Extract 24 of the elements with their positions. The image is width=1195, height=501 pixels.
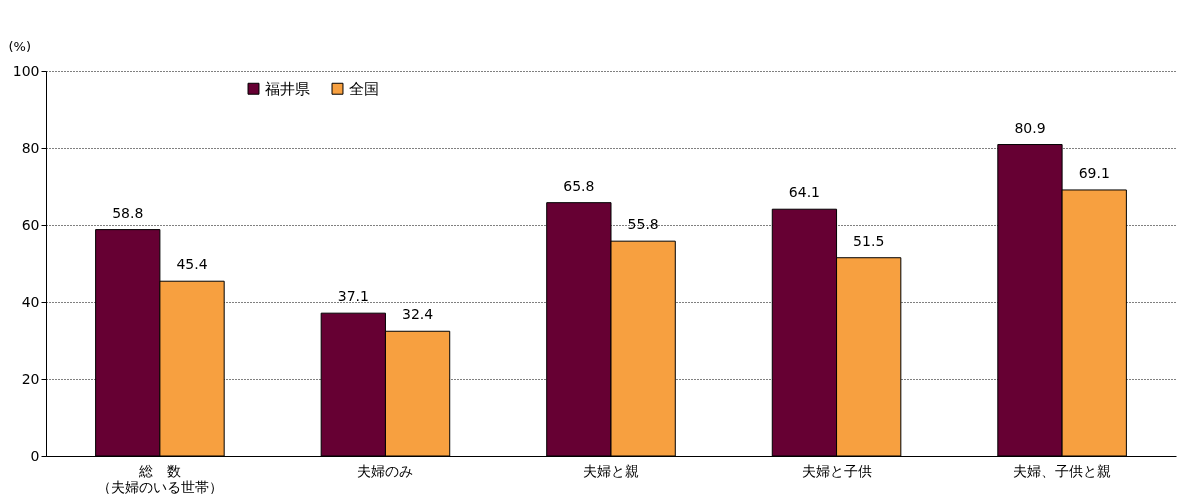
y-tick-label: 0 xyxy=(30,447,40,464)
data-label: 37.1 xyxy=(337,288,369,305)
data-label: 80.9 xyxy=(1014,119,1046,136)
data-label: 64.1 xyxy=(788,184,820,201)
x-tick-label: 夫婦と親 xyxy=(583,462,639,479)
x-tick-label: 夫婦、子供と親 xyxy=(1013,462,1112,479)
y-tick-label: 80 xyxy=(21,139,40,156)
data-label: 51.5 xyxy=(853,232,885,249)
y-tick-label: 100 xyxy=(12,62,40,79)
y-tick-label: 20 xyxy=(21,370,40,387)
y-tick-label: 60 xyxy=(21,216,40,233)
legend-label: 福井県 xyxy=(265,79,310,98)
x-tick-label: 夫婦のみ xyxy=(357,462,414,479)
data-label: 55.8 xyxy=(627,216,659,233)
data-label: 65.8 xyxy=(563,177,595,194)
data-label: 69.1 xyxy=(1078,164,1110,181)
x-tick-label: 総 数（夫婦のいる世帯） xyxy=(96,462,223,495)
x-tick-label: 夫婦と子供 xyxy=(801,462,872,479)
legend-label: 全国 xyxy=(349,79,379,98)
y-axis-title: (%) xyxy=(8,38,31,54)
data-label: 45.4 xyxy=(176,256,208,273)
y-tick-label: 40 xyxy=(21,293,40,310)
data-label: 58.8 xyxy=(112,204,144,221)
data-label: 32.4 xyxy=(402,306,434,323)
